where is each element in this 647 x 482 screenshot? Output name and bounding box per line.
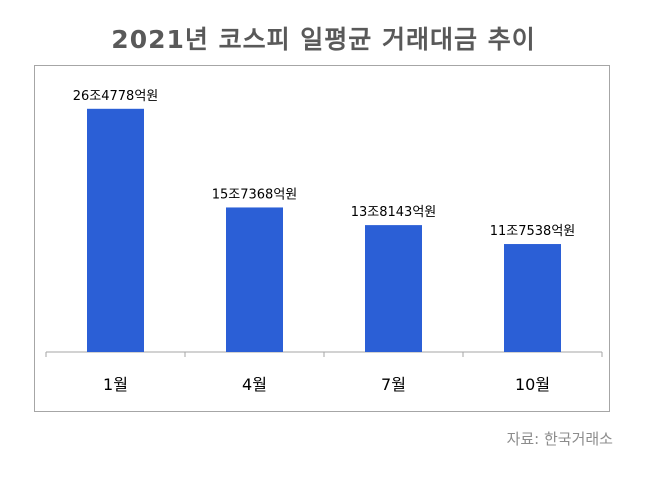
bar (504, 244, 561, 352)
data-label: 26조4778억원 (73, 89, 159, 104)
bar (87, 108, 144, 352)
x-tick-label: 4월 (242, 375, 267, 394)
data-label: 13조8143억원 (351, 205, 437, 220)
source-note: 자료: 한국거래소 (506, 430, 613, 448)
bar (365, 225, 422, 352)
x-tick-label: 10월 (515, 375, 550, 394)
chart-title: 2021년 코스피 일평균 거래대금 추이 (111, 25, 536, 54)
chart-frame (34, 65, 610, 412)
data-label: 11조7538억원 (490, 224, 576, 239)
x-tick-label: 7월 (381, 375, 406, 394)
bar (226, 207, 283, 352)
x-tick-label: 1월 (103, 375, 128, 394)
data-label: 15조7368억원 (212, 187, 298, 202)
